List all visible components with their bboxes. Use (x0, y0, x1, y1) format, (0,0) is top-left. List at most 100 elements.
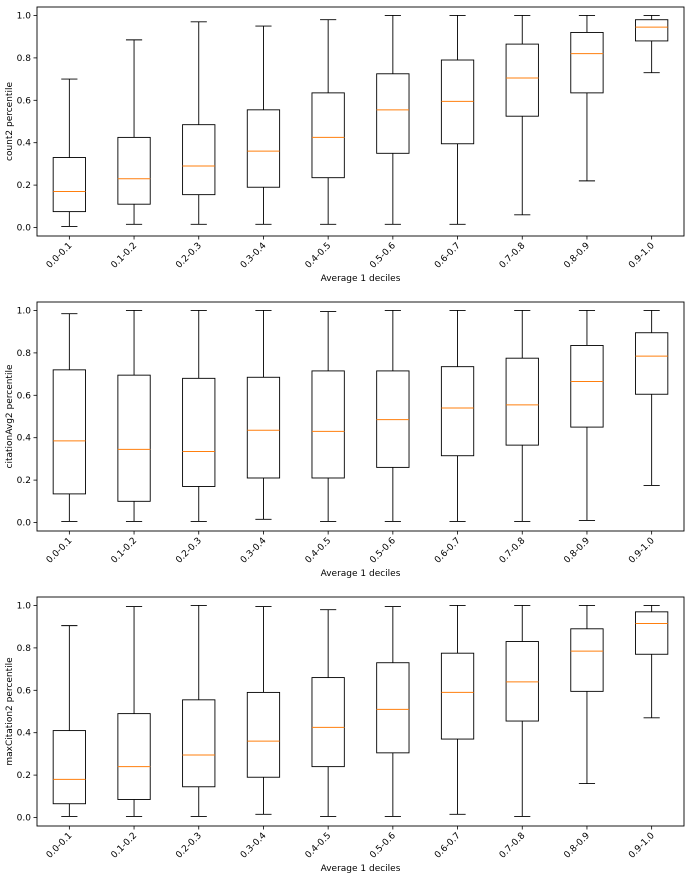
x-tick-label: 0.9-1.0 (627, 536, 657, 566)
plot-frame (36, 6, 685, 237)
box-0.5-0.6 (376, 310, 410, 522)
iqr-box (117, 713, 151, 800)
y-tick-label: 0.0 (17, 814, 32, 824)
box-0.9-1.0 (635, 15, 669, 74)
x-tick-label: 0.5-0.6 (368, 241, 398, 271)
box-0.6-0.7 (440, 310, 475, 522)
box-0.2-0.3 (182, 21, 216, 225)
y-axis-label: count2 percentile (5, 82, 15, 161)
box-0.0-0.1 (52, 625, 86, 817)
box-0.2-0.3 (182, 310, 216, 522)
box-0.1-0.2 (117, 39, 151, 225)
y-tick-label: 0.2 (17, 181, 31, 191)
iqr-box (182, 377, 216, 487)
y-tick-label: 0.8 (17, 54, 32, 64)
x-tick-label: 0.0-0.1 (45, 831, 75, 861)
y-tick-label: 0.0 (17, 519, 32, 529)
iqr-box (246, 691, 281, 778)
iqr-box (505, 43, 539, 117)
y-tick-label: 1.0 (17, 601, 32, 611)
y-tick-label: 0.0 (17, 224, 32, 234)
box-0.0-0.1 (52, 313, 86, 522)
x-tick-label: 0.6-0.7 (433, 536, 463, 566)
x-axis-label: Average 1 deciles (321, 274, 401, 284)
box-0.1-0.2 (117, 606, 151, 817)
x-tick-label: 0.2-0.3 (174, 536, 204, 566)
y-tick-label: 0.2 (17, 476, 31, 486)
box-0.7-0.8 (505, 15, 539, 216)
iqr-box (440, 652, 475, 740)
x-tick-label: 0.4-0.5 (304, 536, 334, 566)
iqr-box (182, 124, 216, 196)
box-0.4-0.5 (311, 609, 345, 817)
x-tick-label: 0.8-0.9 (562, 536, 592, 566)
iqr-box (311, 370, 345, 479)
iqr-box (635, 19, 669, 42)
x-tick-label: 0.0-0.1 (45, 241, 75, 271)
y-tick-label: 1.0 (17, 306, 32, 316)
y-axis-label: maxCitation2 percentile (5, 657, 15, 766)
y-tick-label: 0.8 (17, 644, 32, 654)
x-tick-label: 0.6-0.7 (433, 831, 463, 861)
box-0.8-0.9 (570, 310, 604, 521)
iqr-box (117, 136, 151, 205)
box-0.6-0.7 (440, 15, 475, 225)
subplot-1: 0.0 0.2 0.4 0.6 0.8 1.0 0.0-0.1 0.1-0.2 0.2-0.3 0… (5, 6, 685, 284)
plot-frame (36, 301, 685, 532)
box-0.0-0.1 (52, 78, 86, 227)
iqr-box (246, 376, 281, 479)
x-tick-label: 0.0-0.1 (45, 536, 75, 566)
box-0.9-1.0 (635, 605, 669, 719)
x-tick-label: 0.6-0.7 (433, 241, 463, 271)
y-tick-label: 0.2 (17, 771, 31, 781)
x-tick-label: 0.5-0.6 (368, 536, 398, 566)
y-tick-label: 0.6 (17, 96, 32, 106)
iqr-box (311, 92, 345, 179)
subplot-2: 0.0 0.2 0.4 0.6 0.8 1.0 0.0-0.1 0.1-0.2 0.2-0.3 0… (5, 301, 685, 579)
iqr-box (440, 366, 475, 457)
y-tick-label: 0.4 (17, 729, 32, 739)
x-tick-label: 0.7-0.8 (498, 241, 528, 271)
x-tick-label: 0.1-0.2 (110, 536, 140, 566)
x-tick-label: 0.9-1.0 (627, 831, 657, 861)
iqr-box (52, 157, 86, 213)
box-0.4-0.5 (311, 19, 345, 225)
x-tick-label: 0.8-0.9 (562, 241, 592, 271)
iqr-box (376, 662, 410, 754)
iqr-box (376, 370, 410, 468)
box-0.5-0.6 (376, 606, 410, 817)
box-0.8-0.9 (570, 15, 604, 182)
x-tick-label: 0.3-0.4 (239, 241, 269, 271)
x-tick-label: 0.3-0.4 (239, 536, 269, 566)
plot-frame (36, 596, 685, 827)
x-tick-label: 0.2-0.3 (174, 241, 204, 271)
x-tick-label: 0.8-0.9 (562, 831, 592, 861)
iqr-box (505, 641, 539, 722)
iqr-box (52, 369, 86, 495)
y-tick-label: 0.8 (17, 349, 32, 359)
y-axis-label: citationAvg2 percentile (5, 364, 15, 468)
x-tick-label: 0.5-0.6 (368, 831, 398, 861)
iqr-box (570, 31, 604, 94)
x-tick-label: 0.7-0.8 (498, 536, 528, 566)
x-axis-label: Average 1 deciles (321, 569, 401, 579)
box-0.3-0.4 (246, 606, 281, 815)
y-tick-label: 0.6 (17, 391, 32, 401)
box-0.3-0.4 (246, 310, 281, 520)
iqr-box (182, 699, 216, 788)
iqr-box (635, 332, 669, 395)
box-0.1-0.2 (117, 310, 151, 522)
x-tick-label: 0.2-0.3 (174, 831, 204, 861)
box-0.2-0.3 (182, 605, 216, 817)
iqr-box (440, 59, 475, 145)
box-0.7-0.8 (505, 310, 539, 522)
box-0.6-0.7 (440, 605, 475, 815)
box-0.4-0.5 (311, 311, 345, 522)
box-0.5-0.6 (376, 15, 410, 225)
iqr-box (311, 677, 345, 768)
y-tick-label: 0.6 (17, 686, 32, 696)
x-tick-label: 0.9-1.0 (627, 241, 657, 271)
x-tick-label: 0.7-0.8 (498, 831, 528, 861)
iqr-box (52, 730, 86, 805)
